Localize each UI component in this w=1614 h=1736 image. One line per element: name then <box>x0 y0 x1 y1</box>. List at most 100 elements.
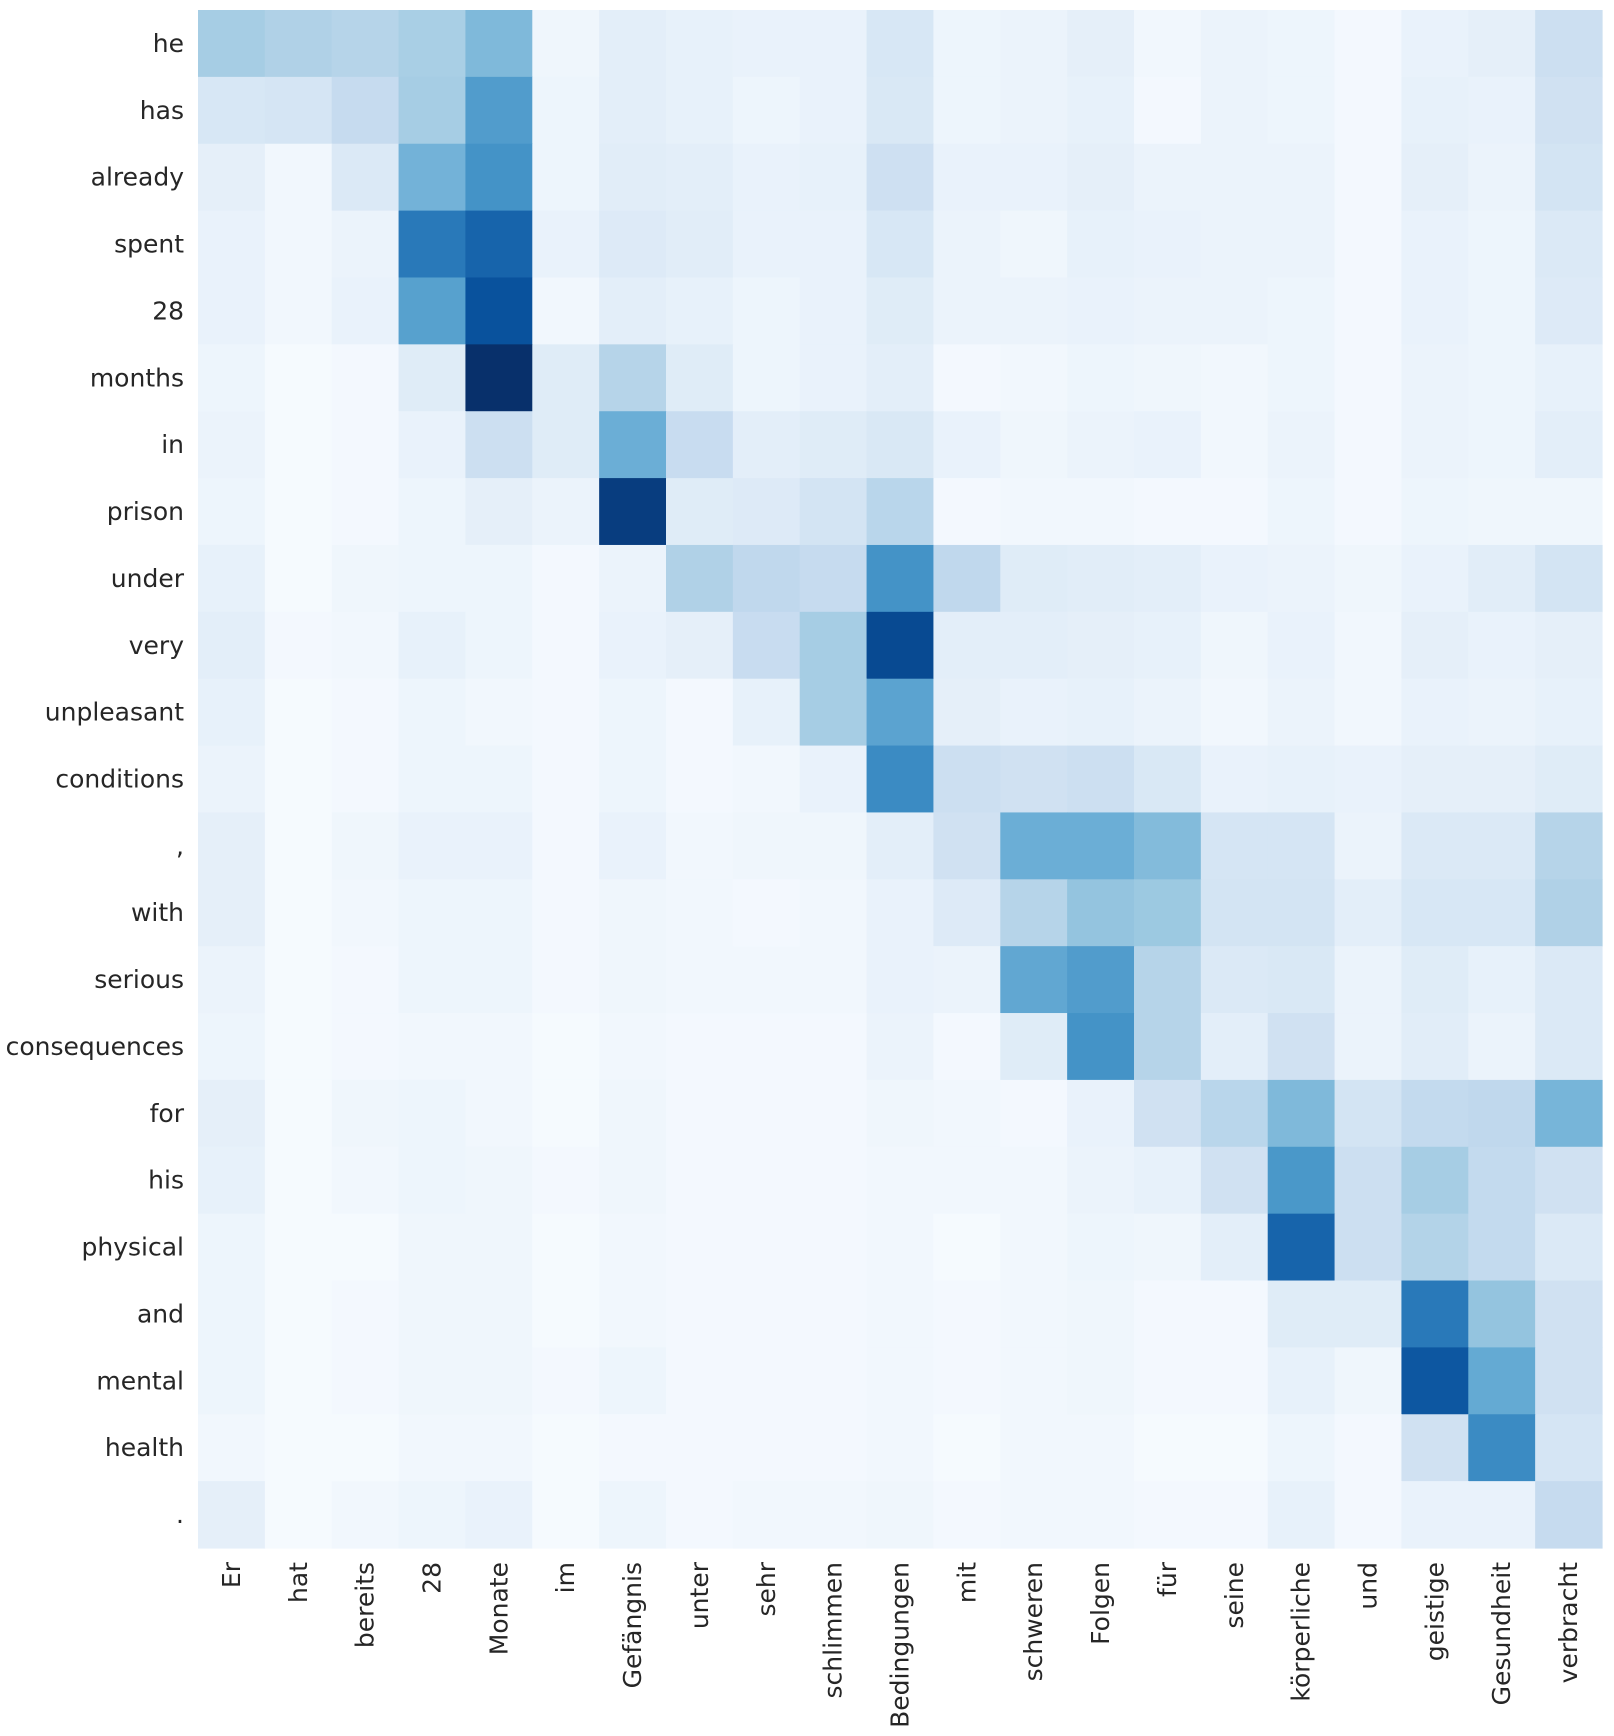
heatmap-cell <box>599 544 667 613</box>
heatmap-cell <box>1401 745 1469 814</box>
heatmap-cell <box>732 611 801 680</box>
heatmap-cell <box>1134 1079 1202 1148</box>
heatmap-cell <box>799 478 868 546</box>
heatmap-cell <box>1267 10 1336 78</box>
heatmap-cell <box>1000 946 1068 1014</box>
heatmap-cell <box>933 611 1001 680</box>
heatmap-cell <box>1401 1213 1469 1282</box>
y-tick-label: months <box>90 363 184 392</box>
heatmap-cell <box>264 544 333 613</box>
heatmap-cell <box>1401 10 1469 78</box>
heatmap-cell <box>465 210 533 279</box>
heatmap-cell <box>1401 611 1469 680</box>
heatmap-cell <box>264 678 333 747</box>
heatmap-cell <box>1134 143 1202 212</box>
heatmap-cell <box>1468 544 1536 613</box>
heatmap-cell <box>398 344 467 412</box>
x-tick-label: Gefängnis <box>618 1562 647 1688</box>
heatmap-cell <box>666 344 734 412</box>
heatmap-cell <box>398 76 467 145</box>
heatmap-cell <box>532 611 600 680</box>
heatmap-cell <box>331 1280 400 1348</box>
heatmap-cell <box>398 1280 467 1348</box>
heatmap-cell <box>666 277 734 345</box>
heatmap-cell <box>599 344 667 412</box>
heatmap-cell <box>1535 1280 1603 1348</box>
heatmap-cell <box>1468 1481 1536 1549</box>
heatmap-cell <box>1535 76 1603 145</box>
heatmap-cell <box>1468 745 1536 814</box>
heatmap-cell <box>1468 1414 1536 1482</box>
heatmap-cell <box>1134 946 1202 1014</box>
heatmap-cell <box>933 1347 1001 1415</box>
heatmap-cell <box>398 1481 467 1549</box>
heatmap-cell <box>1401 344 1469 412</box>
heatmap-cell <box>933 1414 1001 1482</box>
heatmap-cell <box>1401 812 1469 880</box>
heatmap-cell <box>732 1146 801 1215</box>
heatmap-cell <box>799 879 868 947</box>
heatmap-cell <box>1200 478 1269 546</box>
heatmap-cell <box>532 1347 600 1415</box>
heatmap-cell <box>465 1280 533 1348</box>
heatmap-cell <box>532 946 600 1014</box>
heatmap-cell <box>799 678 868 747</box>
heatmap-cell <box>1134 478 1202 546</box>
heatmap-cell <box>1067 1481 1135 1549</box>
heatmap-cell <box>1468 411 1536 479</box>
heatmap-cell <box>1468 879 1536 947</box>
heatmap-cell <box>198 1481 266 1549</box>
heatmap-cell <box>398 544 467 613</box>
y-tick-label: , <box>176 831 184 860</box>
heatmap-cell <box>933 76 1001 145</box>
heatmap-cell <box>532 1280 600 1348</box>
heatmap-cell <box>1000 1347 1068 1415</box>
y-tick-label: and <box>137 1299 184 1328</box>
heatmap-cell <box>866 1481 935 1549</box>
heatmap-cell <box>1267 1146 1336 1215</box>
heatmap-cell <box>1000 879 1068 947</box>
heatmap-cell <box>1067 544 1135 613</box>
heatmap-cell <box>331 544 400 613</box>
heatmap-cell <box>398 411 467 479</box>
heatmap-cell <box>1267 1280 1336 1348</box>
heatmap-cell <box>666 678 734 747</box>
heatmap-cell <box>1468 210 1536 279</box>
heatmap-cell <box>1000 544 1068 613</box>
heatmap-cell <box>1000 277 1068 345</box>
heatmap-cell <box>866 210 935 279</box>
heatmap-cell <box>1468 344 1536 412</box>
heatmap-cell <box>532 1013 600 1081</box>
heatmap-cell <box>1535 745 1603 814</box>
heatmap-cell <box>398 143 467 212</box>
y-tick-label: consequences <box>6 1032 184 1061</box>
heatmap-cell <box>933 210 1001 279</box>
heatmap-cell <box>465 143 533 212</box>
heatmap-cell <box>1267 678 1336 747</box>
heatmap-cell <box>933 411 1001 479</box>
heatmap-cell <box>1000 76 1068 145</box>
heatmap-cell <box>465 10 533 78</box>
x-tick-label: seine <box>1220 1562 1249 1629</box>
heatmap-cell <box>933 946 1001 1014</box>
heatmap-cell <box>933 1280 1001 1348</box>
heatmap-cells <box>198 10 1603 1549</box>
heatmap-cell <box>732 1481 801 1549</box>
heatmap-cell <box>1334 1079 1403 1148</box>
heatmap-cell <box>1200 611 1269 680</box>
heatmap-cell <box>933 1213 1001 1282</box>
heatmap-cell <box>1000 478 1068 546</box>
x-tick-label: bereits <box>351 1562 380 1648</box>
heatmap-cell <box>1000 1280 1068 1348</box>
x-tick-label: für <box>1153 1561 1182 1597</box>
heatmap-cell <box>198 210 266 279</box>
heatmap-cell <box>732 10 801 78</box>
heatmap-cell <box>933 1013 1001 1081</box>
heatmap-cell <box>1200 812 1269 880</box>
heatmap-cell <box>1067 143 1135 212</box>
heatmap-cell <box>866 10 935 78</box>
y-tick-label: he <box>153 29 184 58</box>
heatmap-cell <box>1067 1213 1135 1282</box>
heatmap-cell <box>264 411 333 479</box>
heatmap-cell <box>1200 1481 1269 1549</box>
